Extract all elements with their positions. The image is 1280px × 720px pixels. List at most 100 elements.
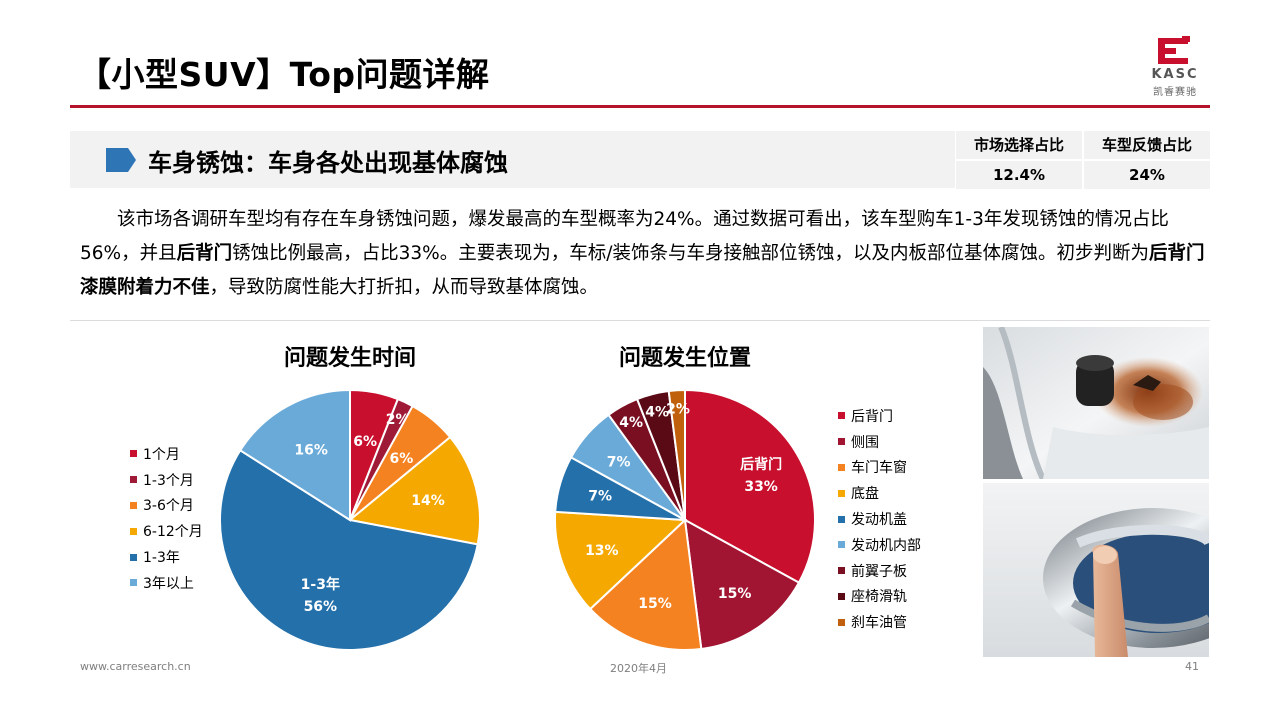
pie-slice-6-12个月 [347, 435, 481, 546]
summary-paragraph: 该市场各调研车型均有存在车身锈蚀问题，爆发最高的车型概率为24%。通过数据可看出… [80, 203, 1205, 305]
footer-date: 2020年4月 [610, 662, 667, 675]
chart-title-location: 问题发生位置 [618, 346, 751, 371]
legend-label: 3年以上 [143, 575, 194, 592]
legend-swatch [838, 541, 845, 549]
legend-item-1-3个月: 1-3个月 [130, 467, 203, 493]
slice-label-底盘: 13% [585, 543, 619, 559]
legend-swatch [130, 476, 137, 484]
slice-label-发动机内部: 7% [607, 455, 631, 471]
pie-slice-后背门 [684, 388, 816, 584]
slice-label-前翼子板: 4% [619, 415, 643, 431]
pie-slice-车门车窗 [588, 517, 703, 651]
legend-label: 1-3个月 [143, 472, 194, 489]
chart-title-time: 问题发生时间 [283, 346, 416, 371]
legend-swatch [838, 618, 845, 626]
legend-swatch [838, 489, 845, 497]
legend-item-底盘: 底盘 [838, 480, 921, 506]
pie-slice-1-3年 [219, 448, 479, 651]
legend-item-1-3年: 1-3年 [130, 544, 203, 570]
footer-page-number: 41 [1185, 660, 1199, 673]
slice-label-6-12个月: 14% [411, 493, 445, 509]
slice-label-侧围: 15% [718, 586, 752, 602]
slice-category-1-3年: 1-3年 [301, 576, 340, 593]
legend-swatch [130, 553, 137, 561]
slice-category-后背门: 后背门 [740, 456, 782, 473]
legend-label: 后背门 [851, 408, 893, 425]
slice-label-1-3年: 1-3年 56% [301, 576, 340, 615]
company-logo: KASC 凯睿赛驰 [1138, 36, 1212, 98]
section-marker-icon [106, 148, 136, 172]
slice-label-后背门: 后背门 33% [740, 456, 782, 495]
pie-slice-刹车油管 [667, 388, 686, 521]
legend-label: 1个月 [143, 446, 180, 463]
legend-item-6-12个月: 6-12个月 [130, 518, 203, 544]
legend-item-1个月: 1个月 [130, 441, 203, 467]
rust-photo-tailgate [983, 327, 1209, 479]
stat-value-market-share: 12.4% [956, 161, 1082, 189]
slice-percent-后背门: 33% [744, 479, 778, 495]
legend-location: 后背门侧围车门车窗底盘发动机盖发动机内部前翼子板座椅滑轨刹车油管 [838, 403, 921, 635]
legend-item-3-6个月: 3-6个月 [130, 493, 203, 519]
slice-label-车门车窗: 15% [638, 596, 672, 612]
legend-label: 1-3年 [143, 550, 180, 567]
logo-text-cn: 凯睿赛驰 [1153, 87, 1197, 98]
legend-label: 刹车油管 [851, 615, 907, 632]
legend-swatch [130, 527, 137, 535]
legend-swatch [130, 450, 137, 458]
summary-highlight-1: 后背门 [176, 243, 233, 264]
legend-item-车门车窗: 车门车窗 [838, 455, 921, 481]
footer-website: www.carresearch.cn [80, 660, 191, 673]
legend-label: 前翼子板 [851, 563, 907, 580]
section-header: 车身锈蚀：车身各处出现基体腐蚀 [70, 131, 955, 188]
legend-label: 发动机内部 [851, 537, 921, 554]
summary-text-2: 锈蚀比例最高，占比33%。主要表现为，车标/装饰条与车身接触部位锈蚀，以及内板部… [232, 243, 1149, 264]
title-divider [70, 105, 1210, 108]
legend-swatch [130, 501, 137, 509]
pie-slice-3年以上 [238, 388, 351, 522]
stat-value-model-feedback: 24% [1084, 161, 1210, 189]
pie-chart-location: 后背门 33%15%15%13%7%7%4%4%2% [554, 388, 816, 651]
legend-item-3年以上: 3年以上 [130, 570, 203, 596]
pie-slice-底盘 [554, 510, 688, 611]
slice-label-发动机盖: 7% [588, 488, 612, 504]
legend-time: 1个月 1-3个月 3-6个月 6-12个月 1-3年 3年以上 [130, 441, 203, 596]
legend-swatch [838, 567, 845, 575]
slice-label-3年以上: 16% [294, 442, 328, 458]
legend-item-前翼子板: 前翼子板 [838, 558, 921, 584]
legend-item-发动机内部: 发动机内部 [838, 532, 921, 558]
logo-icon [1158, 36, 1190, 64]
pie-chart-time: 6%2%6%14%1-3年 56%16% [219, 388, 481, 651]
stat-header-model-feedback: 车型反馈占比 [1084, 131, 1210, 159]
slice-label-刹车油管: 2% [666, 401, 690, 417]
slice-label-3-6个月: 6% [389, 451, 413, 467]
summary-highlight-2: 后背门漆膜附着力不佳 [80, 243, 1205, 298]
logo-text-en: KASC [1151, 67, 1199, 82]
section-title: 车身锈蚀：车身各处出现基体腐蚀 [148, 149, 508, 177]
legend-label: 车门车窗 [851, 460, 907, 477]
slice-percent-1-3年: 56% [304, 599, 338, 615]
stats-table: 市场选择占比 车型反馈占比 12.4% 24% [956, 131, 1210, 189]
legend-swatch [130, 579, 137, 587]
summary-text-3: ，导致防腐性能大打折扣，从而导致基体腐蚀。 [209, 277, 599, 298]
slice-label-座椅滑轨: 4% [645, 405, 669, 421]
legend-label: 3-6个月 [143, 498, 194, 515]
rust-photo-emblem [983, 483, 1209, 657]
legend-label: 座椅滑轨 [851, 589, 907, 606]
summary-text-1: 该市场各调研车型均有存在车身锈蚀问题，爆发最高的车型概率为24%。通过数据可看出… [80, 209, 1169, 264]
page-title: 【小型SUV】Top问题详解 [78, 55, 490, 94]
legend-item-刹车油管: 刹车油管 [838, 609, 921, 635]
legend-label: 底盘 [851, 486, 879, 503]
legend-item-座椅滑轨: 座椅滑轨 [838, 584, 921, 610]
legend-item-侧围: 侧围 [838, 429, 921, 455]
stat-header-market-share: 市场选择占比 [956, 131, 1082, 159]
legend-label: 6-12个月 [143, 524, 203, 541]
pie-slice-侧围 [683, 518, 801, 651]
legend-item-后背门: 后背门 [838, 403, 921, 429]
slice-label-1个月: 6% [353, 434, 377, 450]
legend-label: 发动机盖 [851, 512, 907, 529]
summary-divider [70, 320, 1210, 321]
legend-swatch [838, 515, 845, 523]
legend-swatch [838, 438, 845, 446]
legend-swatch [838, 463, 845, 471]
legend-label: 侧围 [851, 434, 879, 451]
